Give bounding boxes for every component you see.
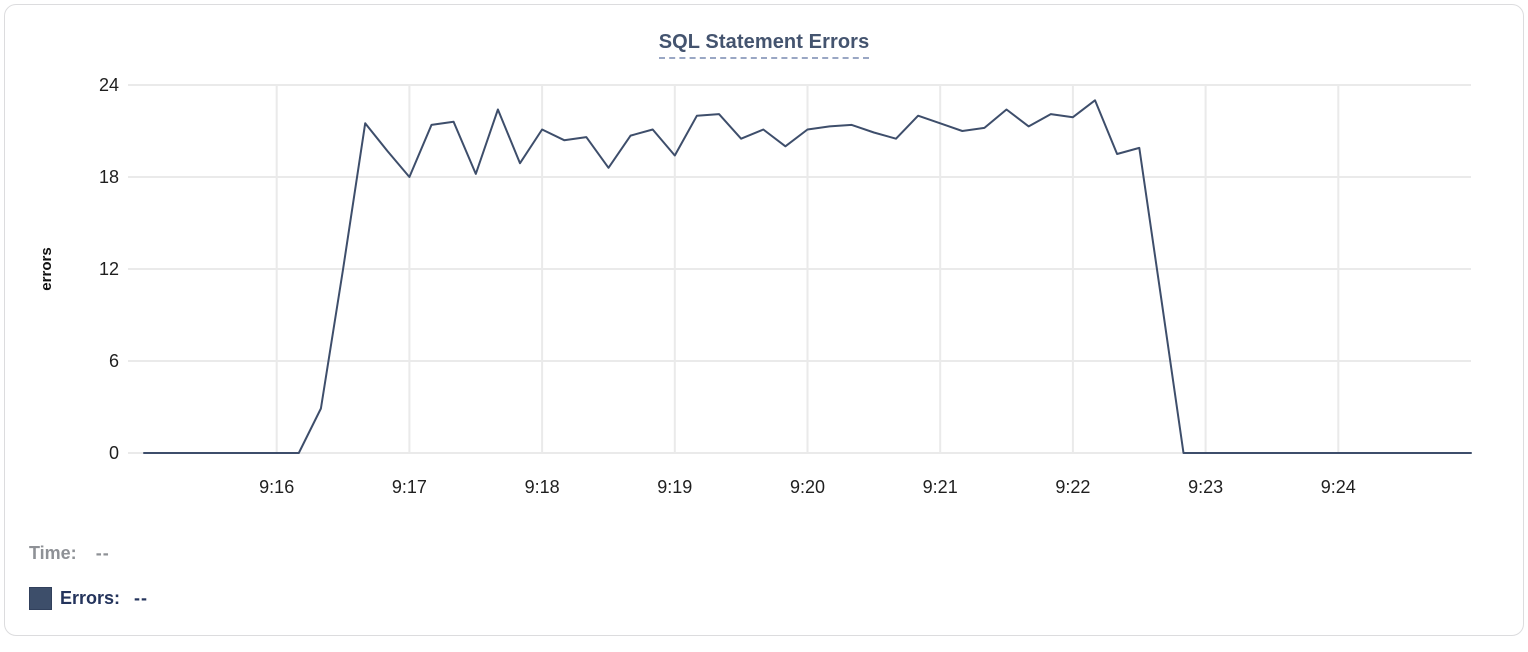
x-tick-label: 9:24	[1321, 477, 1356, 497]
x-tick-label: 9:22	[1055, 477, 1090, 497]
errors-line-chart[interactable]: 0 6 12 18 24 9:16 9:17 9:18 9:19 9:20 9:21 9:22 9:23…	[5, 5, 1524, 515]
x-tick-label: 9:16	[259, 477, 294, 497]
x-tick-label: 9:21	[923, 477, 958, 497]
chart-title-link[interactable]: SQL Statement Errors	[658, 31, 870, 59]
chart-header: SQL Statement Errors	[5, 31, 1523, 59]
chart-card: SQL Statement Errors 0 6 12 18 24 9:16 9:17 9:1…	[4, 4, 1524, 636]
x-tick-label: 9:23	[1188, 477, 1223, 497]
x-tick-label: 9:18	[525, 477, 560, 497]
time-readout-label: Time:	[29, 543, 77, 563]
y-tick-label: 0	[109, 443, 119, 463]
time-readout: Time: --	[29, 543, 110, 564]
x-tick-label: 9:19	[657, 477, 692, 497]
series-line-errors	[143, 99, 1472, 454]
y-tick-label: 18	[99, 167, 119, 187]
x-tick-label: 9:20	[790, 477, 825, 497]
errors-series-swatch	[29, 587, 52, 610]
time-readout-value: --	[95, 543, 110, 563]
x-tick-label: 9:17	[392, 477, 427, 497]
errors-readout: Errors: --	[29, 587, 148, 610]
y-tick-label: 24	[99, 75, 119, 95]
errors-readout-value: --	[134, 588, 149, 608]
y-axis-title: errors	[38, 247, 55, 290]
y-tick-label: 6	[109, 351, 119, 371]
errors-readout-label: Errors:	[60, 588, 121, 608]
y-tick-label: 12	[99, 259, 119, 279]
